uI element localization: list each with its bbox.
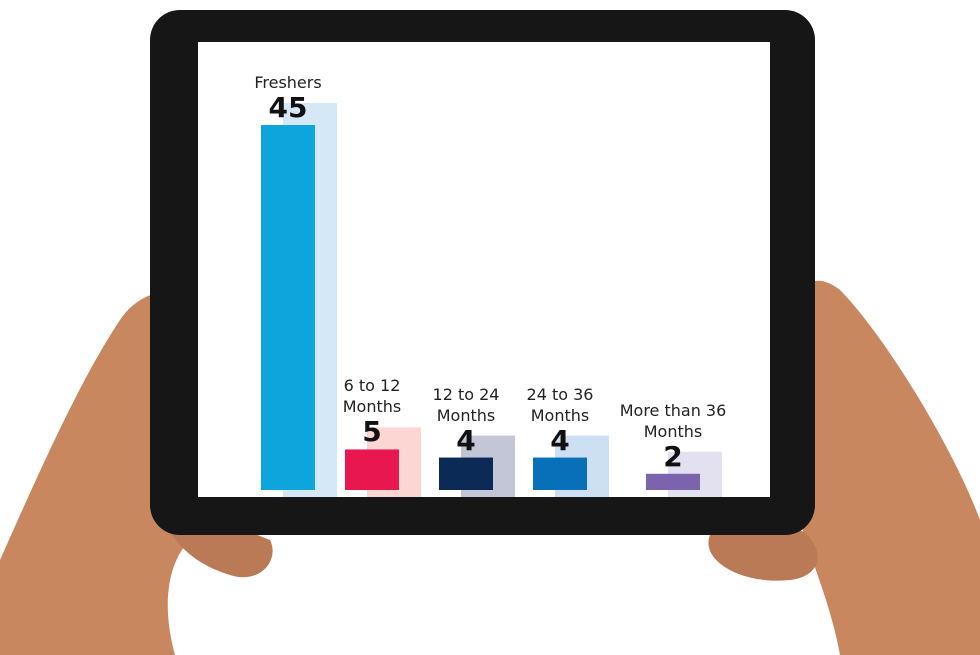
value-label: 45	[268, 91, 308, 124]
value-label: 4	[456, 423, 476, 457]
category-label: Freshers	[254, 73, 322, 92]
bar-label: Freshers 45	[233, 72, 343, 123]
bar	[646, 473, 700, 490]
bar	[439, 457, 493, 490]
bar	[345, 449, 399, 490]
left-hand	[0, 291, 190, 655]
bar-label: 24 to 36 Months 4	[505, 384, 615, 456]
bar	[533, 457, 587, 490]
right-fingers	[708, 530, 818, 581]
category-label: 12 to 24 Months	[432, 384, 500, 425]
bar-label: 12 to 24 Months 4	[411, 384, 521, 456]
value-label: 4	[550, 423, 570, 457]
value-label: 5	[362, 415, 382, 449]
right-hand	[799, 280, 980, 655]
bar-label: More than 36 Months 2	[618, 400, 728, 472]
value-label: 2	[663, 439, 683, 473]
category-label: 24 to 36 Months	[526, 384, 594, 425]
category-label: 6 to 12 Months	[342, 376, 402, 417]
category-label: More than 36 Months	[619, 400, 727, 441]
bar	[261, 125, 315, 490]
bar-label: 6 to 12 Months 5	[317, 375, 427, 447]
